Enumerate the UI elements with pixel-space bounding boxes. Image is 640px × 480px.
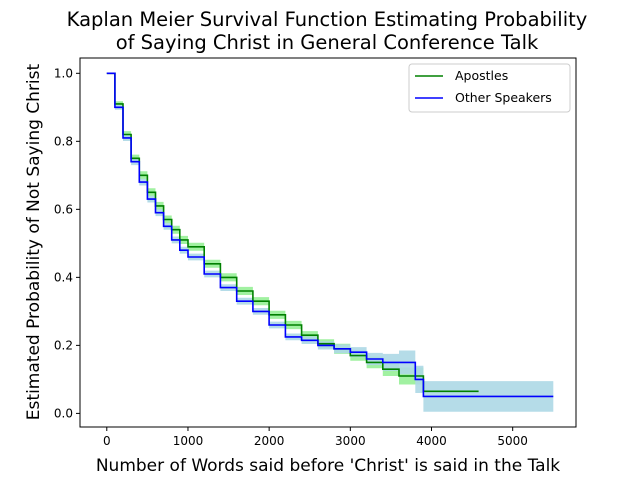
- x-tick-label: 3000: [335, 434, 366, 448]
- x-tick-label: 2000: [254, 434, 285, 448]
- y-tick-label: 0.2: [54, 338, 73, 352]
- legend: Apostles Other Speakers: [408, 63, 571, 113]
- confidence-band-apostles: [106, 73, 479, 392]
- y-axis-label: Estimated Probability of Not Saying Chri…: [24, 63, 44, 420]
- y-tick-label: 0.4: [54, 270, 73, 284]
- x-tick-label: 4000: [416, 434, 447, 448]
- plot-area: [106, 72, 554, 412]
- x-tick-label: 0: [103, 434, 111, 448]
- survival-lines: [106, 72, 554, 398]
- legend-label-apostles: Apostles: [455, 68, 508, 83]
- y-tick-label: 0.6: [54, 202, 73, 216]
- series-line-other-speakers: [106, 72, 554, 398]
- y-tick-label: 0.0: [54, 406, 73, 420]
- series-line-apostles: [106, 72, 479, 393]
- legend-label-other-speakers: Other Speakers: [455, 90, 552, 105]
- y-tick-label: 0.8: [54, 134, 73, 148]
- x-tick-label: 5000: [497, 434, 528, 448]
- x-tick-label: 1000: [173, 434, 204, 448]
- chart-title-line-1: Kaplan Meier Survival Function Estimatin…: [67, 8, 588, 31]
- legend-box: [408, 63, 571, 113]
- plot-frame: [79, 57, 577, 428]
- x-axis-ticks: 0 1000 2000 3000 4000 5000: [103, 427, 528, 448]
- chart-title-line-2: of Saying Christ in General Conference T…: [116, 31, 539, 54]
- x-axis-label: Number of Words said before 'Christ' is …: [96, 456, 560, 476]
- y-axis-ticks: 0.0 0.2 0.4 0.6 0.8 1.0: [54, 66, 80, 420]
- y-tick-label: 1.0: [54, 66, 73, 80]
